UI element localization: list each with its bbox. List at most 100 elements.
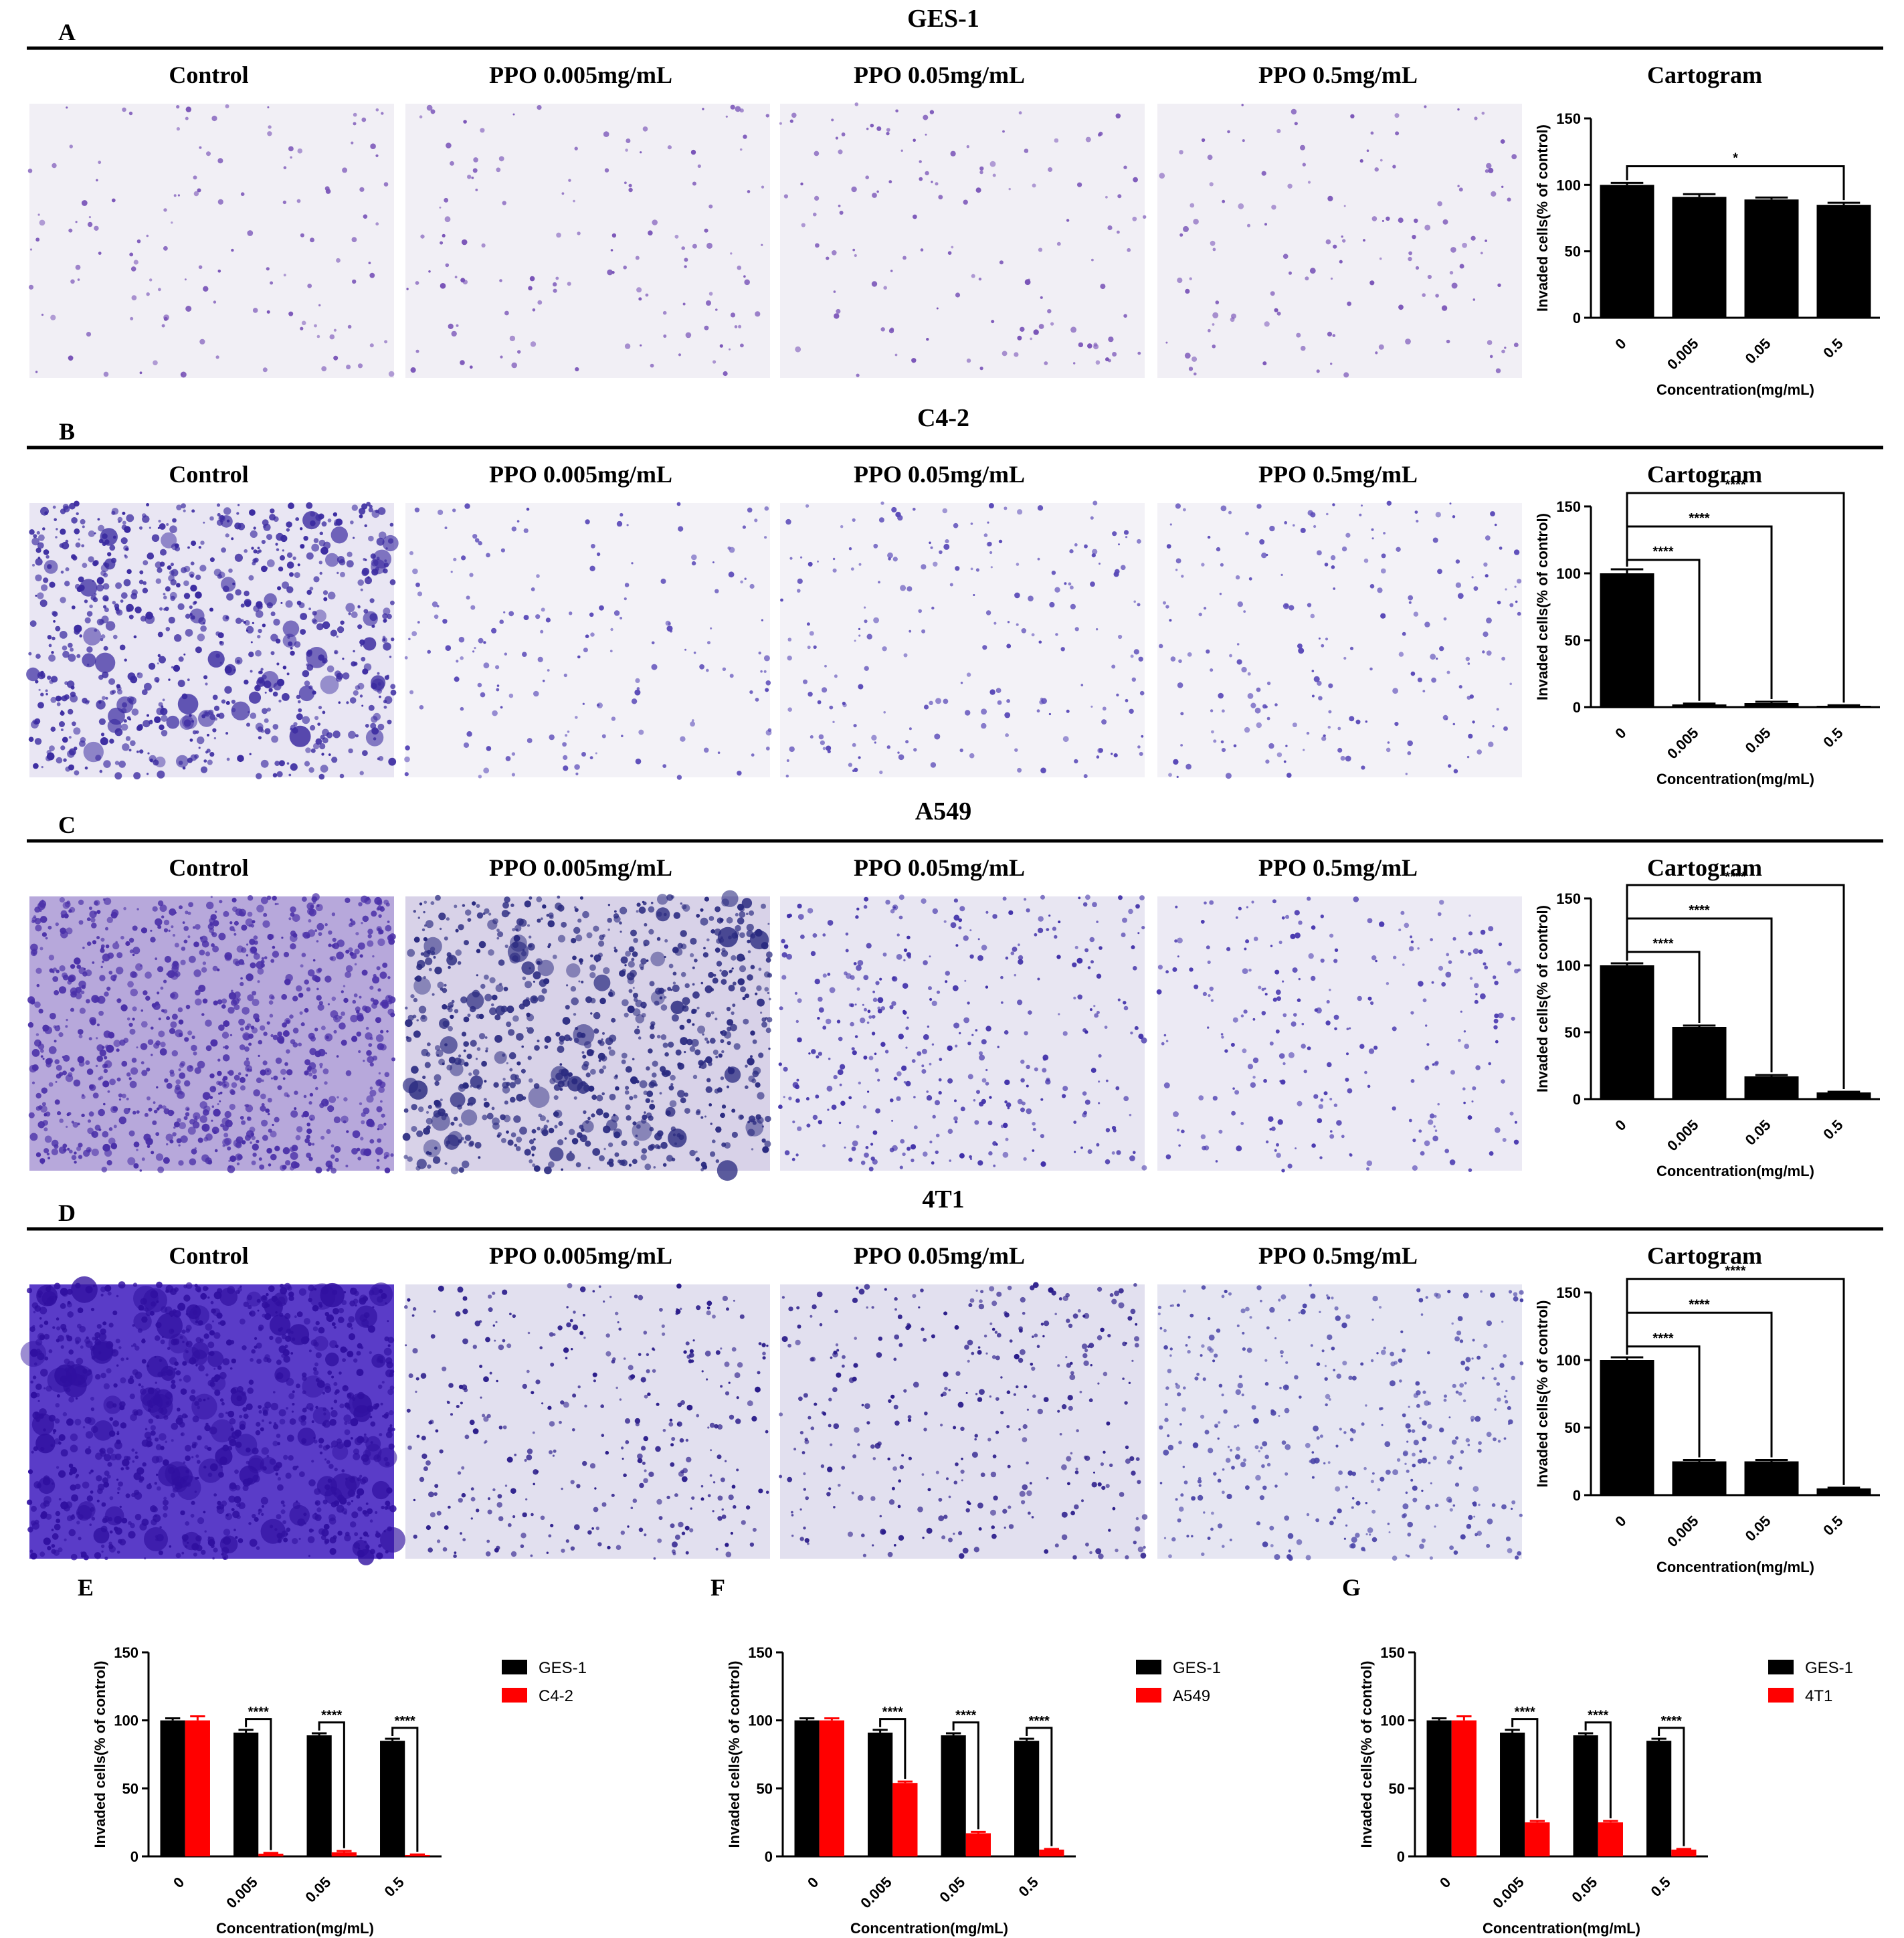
cell-cluster <box>298 685 315 702</box>
stained-cell <box>247 895 254 901</box>
stained-cell <box>692 1074 698 1080</box>
stained-cell <box>596 703 600 707</box>
stained-cell <box>178 1160 184 1166</box>
stained-cell <box>1308 953 1314 959</box>
stained-cell <box>981 1078 987 1083</box>
stained-cell <box>818 996 823 1002</box>
stained-cell <box>1313 1094 1319 1099</box>
stained-cell <box>620 617 623 619</box>
stained-cell <box>1238 203 1244 209</box>
stained-cell <box>875 981 880 985</box>
stained-cell <box>599 997 606 1005</box>
stained-cell <box>183 939 188 944</box>
micrograph-image <box>780 500 1145 779</box>
stained-cell <box>1131 677 1137 682</box>
stained-cell <box>379 971 387 979</box>
stained-cell <box>624 181 627 185</box>
stained-cell <box>788 1096 792 1100</box>
stained-cell <box>91 1132 95 1137</box>
stained-cell <box>720 1039 725 1044</box>
stained-cell <box>715 1126 722 1133</box>
stained-cell <box>264 691 267 694</box>
stained-cell <box>255 650 262 657</box>
stained-cell <box>1263 1078 1267 1083</box>
stained-cell <box>831 118 834 122</box>
stained-cell <box>1302 163 1307 167</box>
stained-cell <box>840 525 844 528</box>
stained-cell <box>1317 550 1322 556</box>
stained-cell <box>1250 1082 1256 1088</box>
stained-cell <box>442 619 448 624</box>
stained-cell <box>1165 341 1168 344</box>
stained-cell <box>1329 933 1334 938</box>
stained-cell <box>313 1370 319 1376</box>
stained-cell <box>225 1513 233 1521</box>
stained-cell <box>132 947 140 955</box>
cell-cluster <box>231 701 250 720</box>
stained-cell <box>178 1020 184 1025</box>
stained-cell <box>1371 955 1377 961</box>
stained-cell <box>905 1026 909 1030</box>
stained-cell <box>66 1018 68 1022</box>
stained-cell <box>979 166 984 171</box>
stained-cell <box>642 1115 648 1121</box>
cell-cluster <box>320 675 339 694</box>
stained-cell <box>29 999 35 1005</box>
cell-cluster <box>234 553 243 562</box>
stained-cell <box>659 1092 662 1095</box>
stained-cell <box>1189 203 1195 208</box>
stained-cell <box>706 938 710 942</box>
stained-cell <box>147 752 150 755</box>
stained-cell <box>822 687 828 693</box>
stained-cell <box>261 1119 268 1127</box>
stained-cell <box>739 906 745 912</box>
stained-cell <box>1472 1086 1477 1090</box>
stained-cell <box>254 1337 258 1340</box>
stained-cell <box>597 953 603 958</box>
stained-cell <box>248 1522 252 1525</box>
stained-cell <box>511 752 516 756</box>
stained-cell <box>165 1289 169 1293</box>
stained-cell <box>1328 710 1332 714</box>
stained-cell <box>420 1015 427 1022</box>
stained-cell <box>268 125 272 129</box>
stained-cell <box>354 949 360 955</box>
stained-cell <box>266 534 272 541</box>
stained-cell <box>140 615 147 622</box>
stained-cell <box>1513 343 1519 347</box>
stained-cell <box>630 1076 638 1084</box>
stained-cell <box>629 1096 634 1100</box>
stained-cell <box>310 237 314 243</box>
stained-cell <box>1185 763 1192 770</box>
stained-cell <box>1243 1009 1248 1014</box>
stained-cell <box>1276 752 1282 758</box>
stained-cell <box>1002 1151 1009 1158</box>
stained-cell <box>1216 547 1221 552</box>
stained-cell <box>40 1049 44 1053</box>
stained-cell <box>256 1359 262 1364</box>
stained-cell <box>460 996 468 1003</box>
cell-cluster <box>383 642 391 651</box>
stained-cell <box>492 710 498 716</box>
stained-cell <box>626 1115 632 1121</box>
stained-cell <box>1219 593 1222 595</box>
stained-cell <box>1020 1078 1025 1083</box>
stained-cell <box>70 1484 76 1491</box>
stained-cell <box>1038 324 1044 329</box>
stained-cell <box>126 569 132 575</box>
stained-cell <box>114 761 120 765</box>
stained-cell <box>189 1158 197 1166</box>
stained-cell <box>157 632 163 638</box>
stained-cell <box>992 914 997 919</box>
stained-cell <box>1021 1101 1026 1106</box>
stained-cell <box>933 561 938 567</box>
stained-cell <box>1471 1100 1474 1102</box>
stained-cell <box>1307 181 1311 184</box>
stained-cell <box>829 705 834 710</box>
stained-cell <box>38 534 45 541</box>
stained-cell <box>581 1051 585 1054</box>
stained-cell <box>571 997 579 1005</box>
stained-cell <box>185 910 189 914</box>
cell-cluster <box>248 691 262 704</box>
stained-cell <box>1317 680 1322 686</box>
